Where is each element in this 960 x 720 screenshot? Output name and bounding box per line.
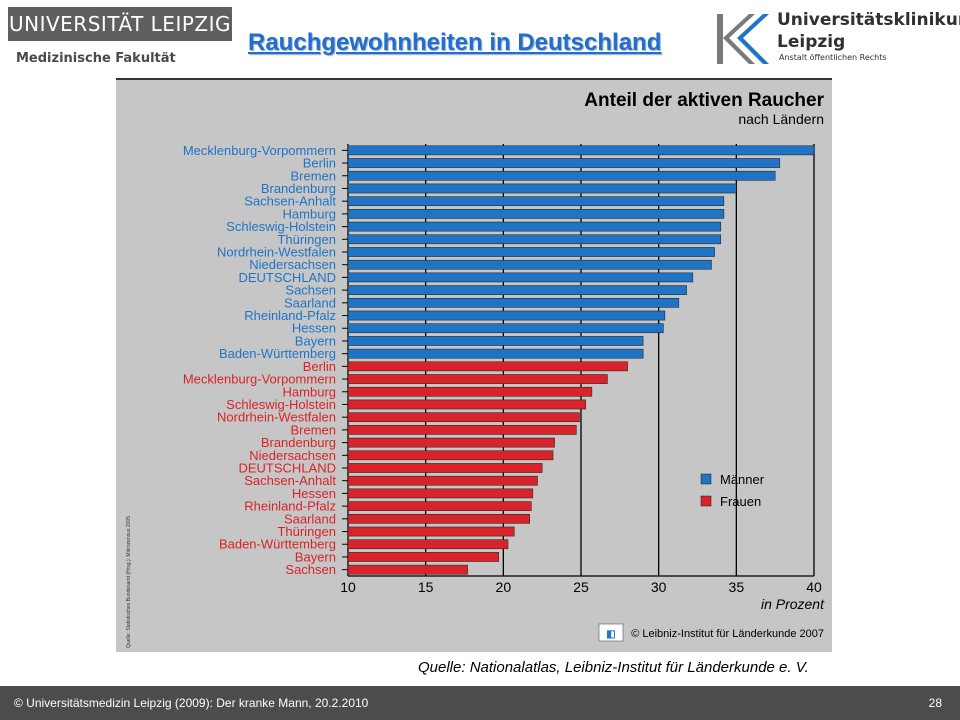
source-side-note: Quelle: Statistisches Bundesamt (Hrsg.):… [126,516,132,648]
bar-frauen [347,564,468,575]
category-label: Hamburg [283,206,336,221]
bar-frauen [347,412,580,423]
category-label: Bayern [295,549,336,564]
bar-maenner [347,183,737,194]
category-label: Sachsen-Anhalt [244,473,336,488]
category-label: Rheinland-Pfalz [244,499,336,514]
category-label: Baden-Württemberg [219,346,336,361]
ifl-logo-icon [598,623,624,642]
category-label: Nordrhein-Westfalen [217,245,336,260]
bar-maenner [347,221,722,232]
chart-subtitle: nach Ländern [738,111,824,127]
bar-frauen [347,386,593,397]
footer-bar: © Universitätsmedizin Leipzig (2009): De… [0,686,960,720]
chart-container: Mecklenburg-Vorpommern Berlin Bremen Brande… [116,78,832,652]
x-tick-label: 40 [806,579,822,595]
category-label: Berlin [303,359,336,374]
category-label: DEUTSCHLAND [238,270,336,285]
category-label: Rheinland-Pfalz [244,308,336,323]
bar-maenner [347,285,687,295]
university-logo: UNIVERSITÄT LEIPZIG [8,7,232,41]
legend-label: Männer [720,472,765,487]
clinic-emblem-icon [717,14,769,64]
category-label: Thüringen [277,232,336,247]
clinic-legal-form: Anstalt öffentlichen Rechts [779,53,887,62]
category-label: Schleswig-Holstein [226,219,336,234]
bar-frauen [347,552,499,562]
category-label: Nordrhein-Westfalen [217,410,336,425]
bar-maenner [347,158,781,168]
legend-label: Frauen [720,494,761,509]
bar-frauen [347,501,532,511]
category-label: Sachsen [285,562,336,577]
bar-maenner [347,336,644,346]
category-label: Thüringen [277,524,336,539]
bar-maenner [347,234,722,245]
category-label: Bremen [290,422,336,437]
x-tick-label: 25 [573,579,589,595]
bar-frauen [347,399,586,410]
category-label: Brandenburg [261,435,336,450]
bar-frauen [347,539,509,550]
category-label: Berlin [303,156,336,171]
category-label: Baden-Württemberg [219,537,336,552]
bar-frauen [347,450,554,461]
x-tick-label: 10 [340,579,356,595]
clinic-name: Universitätsklinikum [777,10,960,30]
faculty-name: Medizinische Fakultät [16,51,176,66]
category-label: Sachsen-Anhalt [244,194,336,209]
bar-frauen [347,513,530,524]
bar-maenner [347,272,694,283]
source-caption: Quelle: Nationalatlas, Leibniz-Institut … [418,659,809,676]
bar-maenner [347,145,815,156]
ifl-logo-mark: ◧ [606,629,615,640]
bar-frauen [347,361,628,372]
slide-title: Rauchgewohnheiten in Deutschland [248,29,662,56]
category-label: Saarland [284,511,336,526]
category-label: Sachsen [285,283,336,298]
bar-frauen [347,437,555,448]
bar-frauen [347,425,577,435]
bar-maenner [347,247,715,257]
bar-maenner [347,196,725,207]
smokers-bar-chart: Mecklenburg-VorpommernBerlinBremenBrande… [116,78,832,652]
category-label: Saarland [284,295,336,310]
category-label: DEUTSCHLAND [238,461,336,476]
bar-frauen [347,488,534,499]
x-tick-label: 15 [418,579,434,595]
x-tick-label: 35 [729,579,745,595]
bar-frauen [347,475,538,486]
bar-maenner [347,170,776,181]
category-label: Niedersachsen [249,257,336,272]
category-label: Hessen [292,486,336,501]
category-label: Bremen [290,168,336,183]
bar-maenner [347,297,680,308]
category-label: Brandenburg [261,181,336,196]
footer-text: © Universitätsmedizin Leipzig (2009): De… [14,696,369,710]
category-label: Niedersachsen [249,448,336,463]
chart-title: Anteil der aktiven Raucher [584,90,824,111]
category-label: Hamburg [283,384,336,399]
bar-frauen [347,374,608,384]
bar-frauen [347,526,515,537]
bar-frauen [347,463,543,473]
x-axis-label: in Prozent [761,596,825,612]
x-tick-label: 20 [496,579,512,595]
category-label: Bayern [295,333,336,348]
bar-maenner [347,310,666,321]
bar-maenner [347,323,664,334]
copyright-text: © Leibniz-Institut für Länderkunde 2007 [631,628,824,640]
bar-maenner [347,259,712,270]
legend-swatch [700,473,712,485]
page-number: 28 [928,696,942,710]
category-label: Schleswig-Holstein [226,397,336,412]
x-tick-label: 30 [651,579,667,595]
category-label: Mecklenburg-Vorpommern [183,143,336,158]
bar-maenner [347,209,725,219]
bar-maenner [347,348,644,359]
category-label: Mecklenburg-Vorpommern [183,372,336,387]
category-label: Hessen [292,321,336,336]
legend-swatch [700,495,712,507]
clinic-city: Leipzig [777,32,846,52]
